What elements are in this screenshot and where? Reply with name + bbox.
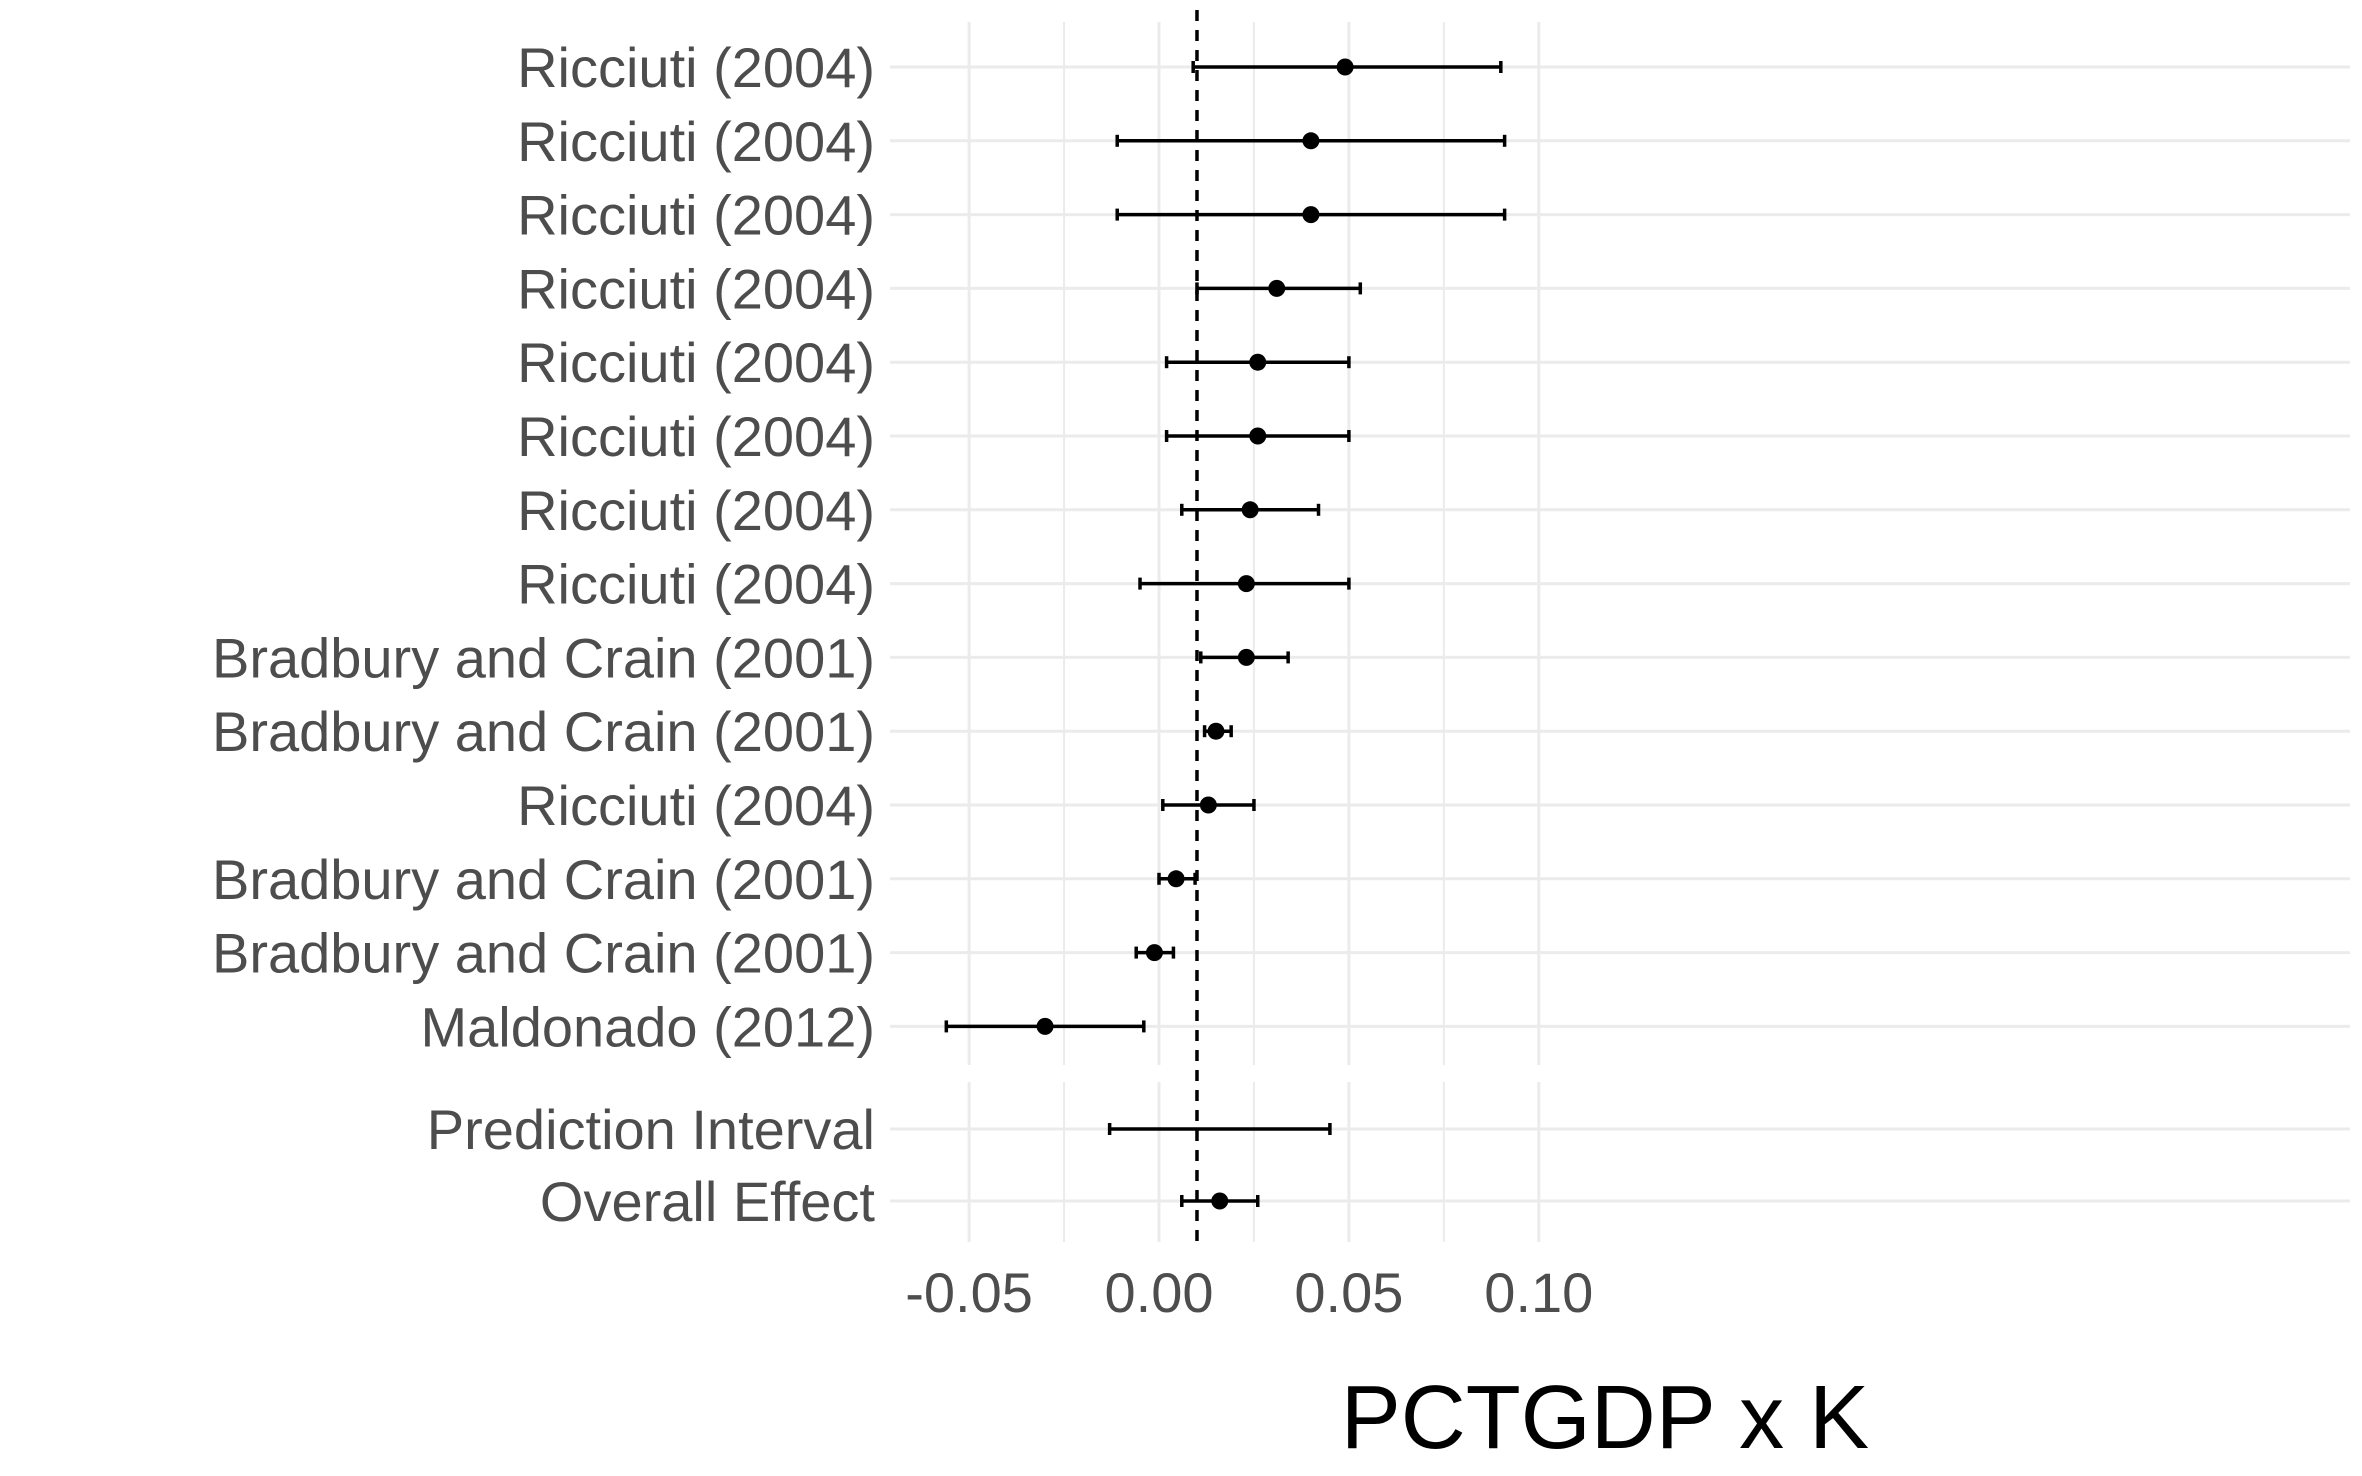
point-estimate — [1237, 575, 1255, 593]
point-estimate — [1302, 206, 1320, 224]
x-axis-title: PCTGDP x K — [1341, 1368, 1869, 1468]
x-tick-label: -0.05 — [905, 1261, 1033, 1324]
summary-label: Prediction Interval — [427, 1098, 875, 1161]
x-axis-tick-labels: -0.05 0.00 0.05 0.10 — [905, 1261, 1593, 1324]
study-label: Bradbury and Crain (2001) — [212, 626, 875, 689]
point-estimate — [1336, 58, 1354, 76]
study-label: Bradbury and Crain (2001) — [212, 922, 875, 985]
confidence-intervals — [944, 61, 1507, 1207]
point-estimate — [1036, 1017, 1054, 1035]
x-tick-label: 0.05 — [1294, 1261, 1403, 1324]
study-label: Ricciuti (2004) — [517, 774, 875, 837]
point-estimate — [1211, 1192, 1229, 1210]
point-estimate — [1241, 501, 1259, 519]
study-label: Bradbury and Crain (2001) — [212, 700, 875, 763]
study-label: Ricciuti (2004) — [517, 331, 875, 394]
study-label: Ricciuti (2004) — [517, 553, 875, 616]
study-label: Ricciuti (2004) — [517, 110, 875, 173]
grid — [890, 22, 2350, 1242]
point-estimate — [1249, 353, 1267, 371]
point-estimates — [1036, 58, 1354, 1210]
point-estimate — [1167, 870, 1185, 888]
point-estimate — [1207, 722, 1225, 740]
summary-label: Overall Effect — [540, 1170, 876, 1233]
study-labels: Ricciuti (2004) Ricciuti (2004) Ricciuti (… — [212, 36, 875, 1233]
study-label: Maldonado (2012) — [420, 995, 875, 1058]
point-estimate — [1199, 796, 1217, 814]
x-tick-label: 0.10 — [1484, 1261, 1593, 1324]
study-label: Ricciuti (2004) — [517, 405, 875, 468]
x-tick-label: 0.00 — [1105, 1261, 1214, 1324]
study-label: Ricciuti (2004) — [517, 479, 875, 542]
point-estimate — [1145, 944, 1163, 962]
point-estimate — [1268, 279, 1286, 297]
point-estimate — [1237, 648, 1255, 666]
study-label: Bradbury and Crain (2001) — [212, 848, 875, 911]
point-estimate — [1249, 427, 1267, 445]
study-label: Ricciuti (2004) — [517, 36, 875, 99]
study-label: Ricciuti (2004) — [517, 257, 875, 320]
study-label: Ricciuti (2004) — [517, 184, 875, 247]
point-estimate — [1302, 132, 1320, 150]
